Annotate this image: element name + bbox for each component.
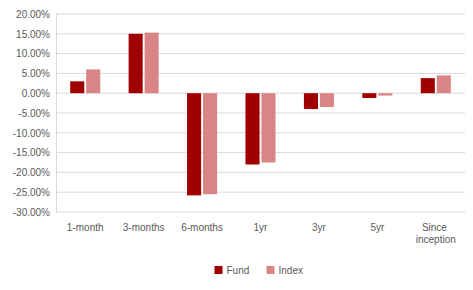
y-tick-label: 20.00% bbox=[16, 9, 50, 20]
chart-container: -30.00% -25.00% -20.00% -15.00% -10.00% -5.00… bbox=[0, 0, 473, 290]
y-tick: -25.00% bbox=[13, 187, 56, 198]
y-tick: 10.00% bbox=[16, 48, 56, 59]
bar bbox=[320, 93, 334, 107]
legend-label: Index bbox=[279, 265, 303, 276]
x-tick: Since inception bbox=[416, 216, 456, 245]
bar bbox=[304, 93, 318, 109]
plot-area: -30.00% -25.00% -20.00% -15.00% -10.00% -5.00… bbox=[13, 9, 465, 245]
x-tick: 5yr bbox=[370, 216, 385, 233]
grid-line bbox=[56, 113, 465, 114]
y-tick-label: -5.00% bbox=[18, 108, 50, 119]
bar bbox=[378, 93, 392, 95]
y-axis: -30.00% -25.00% -20.00% -15.00% -10.00% -5.00… bbox=[13, 9, 57, 218]
grid-line bbox=[56, 33, 465, 34]
grid-line bbox=[56, 212, 465, 213]
series-bars bbox=[86, 33, 451, 195]
y-tick: -10.00% bbox=[13, 128, 56, 139]
y-tick: -30.00% bbox=[13, 207, 56, 218]
bar bbox=[145, 33, 159, 94]
y-tick: 20.00% bbox=[16, 9, 56, 20]
y-tick-label: -10.00% bbox=[13, 128, 50, 139]
bar bbox=[362, 93, 376, 98]
y-tick-label: 15.00% bbox=[16, 29, 50, 40]
legend-item: Index bbox=[267, 265, 303, 276]
legend: Fund Index bbox=[215, 265, 303, 276]
y-tick-label: 0.00% bbox=[22, 88, 50, 99]
bar bbox=[86, 69, 100, 93]
y-tick: 15.00% bbox=[16, 29, 56, 40]
grid-line bbox=[56, 132, 465, 133]
grid-line bbox=[56, 192, 465, 193]
legend-swatch bbox=[267, 266, 275, 274]
y-tick-label: -30.00% bbox=[13, 207, 50, 218]
grid-line bbox=[56, 14, 465, 15]
bar bbox=[437, 75, 451, 93]
bar bbox=[187, 93, 201, 195]
x-tick: 1yr bbox=[254, 216, 269, 233]
y-tick: 0.00% bbox=[22, 88, 56, 99]
y-tick-label: -20.00% bbox=[13, 167, 50, 178]
x-axis: 1-month 3-months 6-months 1yr 3yr 5yr Since in… bbox=[67, 216, 456, 245]
x-tick: 1-month bbox=[67, 216, 104, 233]
grid-line bbox=[56, 93, 465, 94]
legend-swatch bbox=[215, 266, 223, 274]
series-bars bbox=[70, 34, 435, 196]
y-tick: 5.00% bbox=[22, 68, 56, 79]
bar bbox=[245, 93, 259, 164]
grid-line bbox=[56, 152, 465, 153]
bar bbox=[203, 93, 217, 194]
bar bbox=[70, 81, 84, 93]
y-tick-label: 5.00% bbox=[22, 68, 50, 79]
y-tick-label: 10.00% bbox=[16, 48, 50, 59]
chart-svg: -30.00% -25.00% -20.00% -15.00% -10.00% -5.00… bbox=[0, 0, 473, 290]
y-axis-line bbox=[56, 15, 57, 213]
y-tick: -20.00% bbox=[13, 167, 56, 178]
y-tick: -15.00% bbox=[13, 147, 56, 158]
y-tick-label: -25.00% bbox=[13, 187, 50, 198]
grid-line bbox=[56, 172, 465, 173]
bar bbox=[421, 78, 435, 93]
bar bbox=[129, 34, 143, 93]
x-tick-label: 1-month bbox=[67, 222, 104, 233]
grid-line bbox=[56, 73, 465, 74]
x-tick: 6-months bbox=[181, 216, 223, 233]
x-tick-label: 6-months bbox=[181, 222, 223, 233]
bars bbox=[70, 33, 451, 196]
legend-label: Fund bbox=[227, 265, 250, 276]
grid bbox=[56, 14, 465, 212]
x-tick-label: Since inception bbox=[416, 222, 456, 245]
x-tick-label: 3-months bbox=[123, 222, 165, 233]
x-tick-label: 5yr bbox=[370, 222, 385, 233]
x-tick: 3-months bbox=[123, 216, 165, 233]
bar bbox=[261, 93, 275, 162]
x-tick: 3yr bbox=[312, 216, 327, 233]
y-tick: -5.00% bbox=[18, 108, 56, 119]
grid-line bbox=[56, 53, 465, 54]
legend-item: Fund bbox=[215, 265, 250, 276]
y-tick-label: -15.00% bbox=[13, 147, 50, 158]
x-tick-label: 3yr bbox=[312, 222, 327, 233]
x-tick-label: 1yr bbox=[254, 222, 269, 233]
